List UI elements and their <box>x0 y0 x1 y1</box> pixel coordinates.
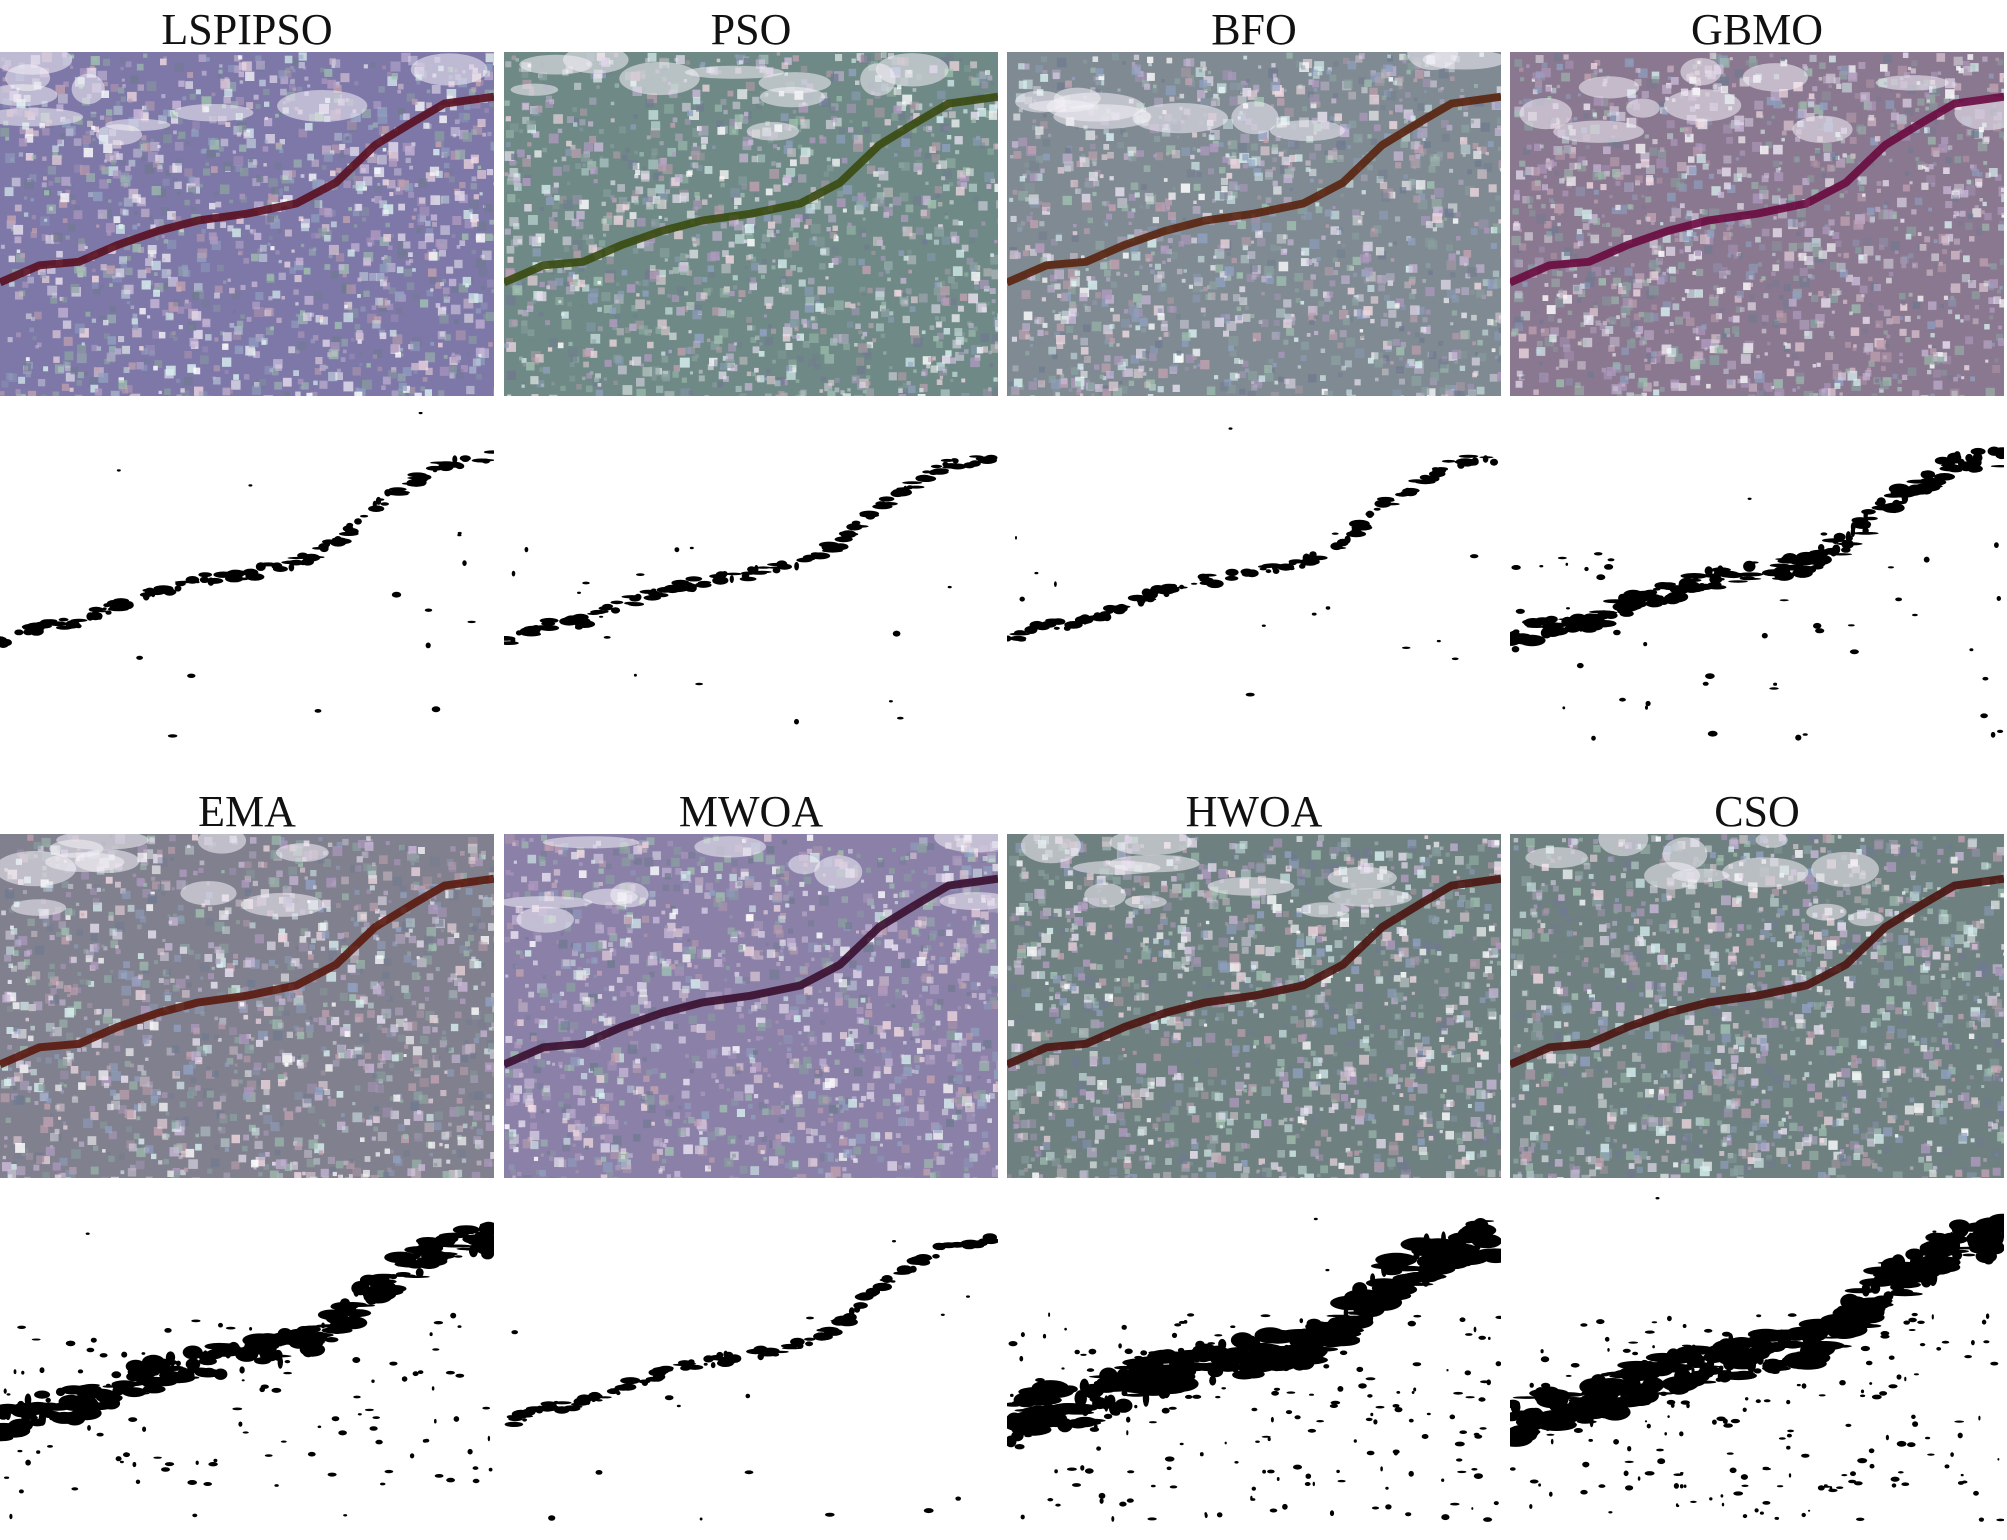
mask-blobs <box>504 1233 998 1521</box>
mask-blobs <box>1510 446 2004 741</box>
panel-title: PSO <box>710 5 792 54</box>
mask-blobs <box>0 412 494 738</box>
segmentation-mask <box>504 1194 998 1538</box>
crack-photo <box>0 834 494 1178</box>
segmentation-mask <box>1007 412 1501 756</box>
crack-line <box>0 874 494 1069</box>
panel-title: CSO <box>1714 787 1800 836</box>
panel-title: EMA <box>198 787 296 836</box>
crack-line <box>1510 92 2004 287</box>
noise-texture <box>504 834 998 1178</box>
segmentation-mask <box>1007 1194 1501 1538</box>
crack-photo <box>504 834 998 1178</box>
mask-blobs <box>1510 1197 2004 1522</box>
panel-title: GBMO <box>1690 5 1824 54</box>
crack-photo <box>1510 52 2004 396</box>
crack-line <box>504 874 998 1069</box>
mask-blobs <box>0 1221 494 1520</box>
crack-photo <box>1007 52 1501 396</box>
noise-texture <box>0 834 494 1178</box>
noise-texture <box>1510 834 2004 1178</box>
crack-photo <box>1510 834 2004 1178</box>
noise-texture <box>1511 52 2004 396</box>
segmentation-mask <box>1510 412 2004 756</box>
noise-texture <box>1008 52 1501 396</box>
crack-photo <box>0 52 494 396</box>
mask-blobs <box>1007 1217 1501 1522</box>
crack-photo <box>504 52 998 396</box>
segmentation-mask <box>1510 1194 2004 1538</box>
crack-line <box>0 92 494 287</box>
panel-title: BFO <box>1211 5 1297 54</box>
panel-title: LSPIPSO <box>161 5 333 54</box>
crack-line <box>1007 874 1501 1069</box>
segmentation-mask <box>0 1194 494 1538</box>
panel-title: HWOA <box>1185 787 1323 836</box>
segmentation-mask <box>504 412 998 756</box>
noise-texture <box>1007 834 1501 1178</box>
mask-blobs <box>504 454 998 725</box>
panel-title: MWOA <box>678 787 824 836</box>
mask-blobs <box>1007 427 1498 697</box>
crack-line <box>1510 874 2004 1069</box>
segmentation-mask <box>0 412 494 756</box>
crack-line <box>504 92 998 287</box>
crack-photo <box>1007 834 1501 1178</box>
crack-line <box>1007 92 1501 287</box>
